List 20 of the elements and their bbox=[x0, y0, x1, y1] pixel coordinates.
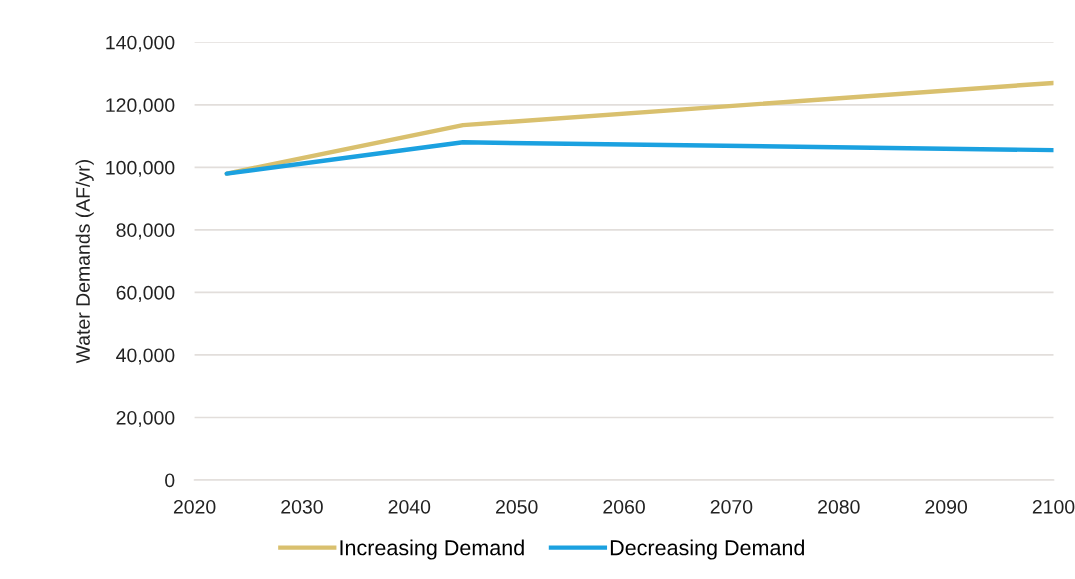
y-axis-title: Water Demands (AF/yr) bbox=[75, 160, 94, 364]
x-tick-label: 2030 bbox=[281, 499, 323, 514]
y-tick-label: 140,000 bbox=[106, 35, 175, 52]
y-tick-label: 80,000 bbox=[116, 223, 175, 240]
x-tick-label: 2100 bbox=[1032, 499, 1075, 514]
x-tick-label: 2040 bbox=[388, 499, 431, 514]
x-tick-label: 2050 bbox=[496, 499, 538, 514]
x-tick-label: 2080 bbox=[818, 499, 860, 514]
y-tick-label: 120,000 bbox=[106, 98, 175, 115]
y-tick-label: 60,000 bbox=[116, 285, 175, 302]
x-tick-label: 2090 bbox=[925, 499, 967, 514]
x-tick-label: 2020 bbox=[173, 499, 216, 514]
y-tick-label: 100,000 bbox=[106, 160, 175, 177]
legend-label: Decreasing Demand bbox=[610, 539, 804, 560]
y-tick-label: 20,000 bbox=[116, 410, 175, 427]
y-tick-label: 40,000 bbox=[116, 348, 175, 365]
x-tick-label: 2070 bbox=[710, 499, 753, 514]
legend-label: Increasing Demand bbox=[340, 539, 524, 560]
y-tick-label: 0 bbox=[165, 473, 175, 488]
x-tick-label: 2060 bbox=[603, 499, 645, 514]
